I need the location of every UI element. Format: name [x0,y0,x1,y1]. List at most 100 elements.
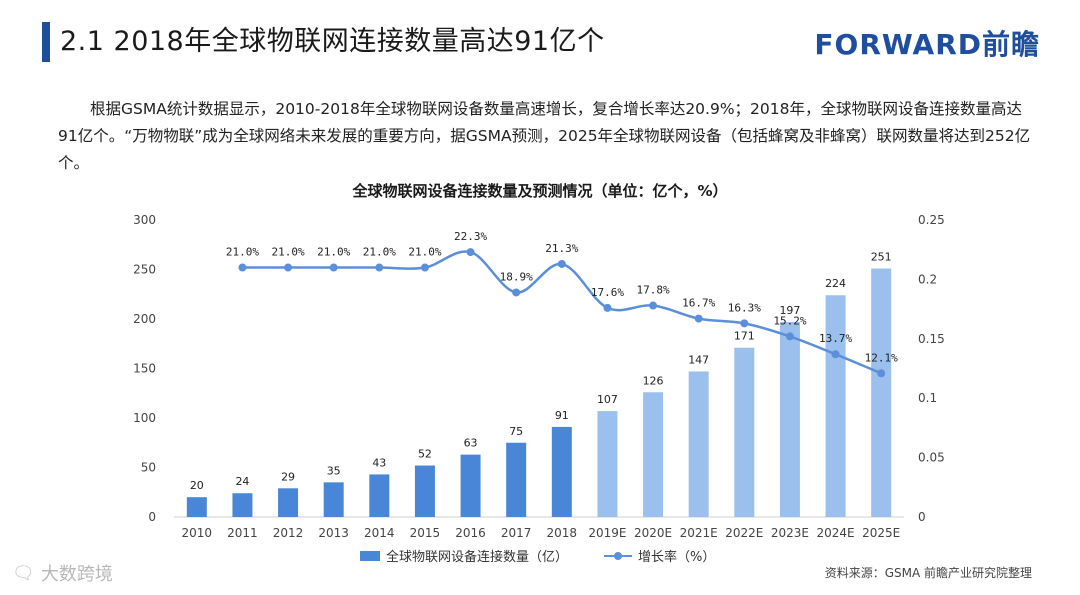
x-tick-label: 2010 [182,526,213,540]
growth-rate-point [649,301,658,310]
growth-rate-label: 21.0% [317,246,350,259]
growth-rate-label: 21.0% [226,246,259,259]
y-tick-label: 200 [133,312,156,326]
bar-value-label: 29 [281,470,295,483]
x-tick-label: 2019E [588,526,626,540]
growth-rate-point [785,332,794,341]
bar-value-label: 91 [555,409,569,422]
growth-rate-point [420,263,429,272]
legend-bar-label: 全球物联网设备连接数量（亿） [386,550,569,565]
x-tick-label: 2022E [725,526,763,540]
page-title: 2.1 2018年全球物联网连接数量高达91亿个 [60,26,605,57]
chat-bubble-icon: 🗨 [12,562,35,584]
growth-rate-label: 21.3% [545,242,578,255]
growth-rate-label: 21.0% [272,246,305,259]
growth-rate-point [329,263,338,272]
y-tick-label: 250 [133,263,156,277]
growth-rate-label: 18.9% [500,270,533,283]
growth-rate-label: 15.2% [773,314,806,327]
y2-tick-label: 0.25 [918,213,945,227]
bar-value-label: 20 [190,479,204,492]
bar-value-label: 107 [597,393,618,406]
watermark-text: 大数跨境 [40,564,113,585]
bar-value-label: 126 [643,374,664,387]
bar [323,482,344,517]
chart-title: 全球物联网设备连接数量及预测情况（单位：亿个，%） [352,182,728,200]
bar-value-label: 197 [779,304,800,317]
growth-rate-label: 17.8% [637,284,670,297]
x-tick-label: 2013 [318,526,349,540]
legend-line-label: 增长率（%） [638,550,716,565]
y2-tick-label: 0.05 [918,451,945,465]
legend-item-bars: 全球物联网设备连接数量（亿） [360,546,568,565]
y2-tick-label: 0 [918,510,926,524]
y-tick-label: 100 [133,411,156,425]
bar-value-label: 251 [871,251,892,264]
watermark: 🗨 大数跨境 [12,560,113,586]
bar-value-label: 75 [509,425,523,438]
bar-value-label: 35 [327,464,341,477]
y-tick-label: 50 [141,461,156,475]
x-tick-label: 2014 [364,526,395,540]
title-accent-bar [42,22,50,62]
bar [278,488,299,517]
legend-bar-swatch [360,550,380,561]
x-tick-label: 2025E [862,526,900,540]
growth-rate-point [466,248,475,257]
growth-rate-point [694,314,703,323]
bar-value-label: 52 [418,448,432,461]
growth-rate-point [375,263,384,272]
bar [643,392,664,517]
chart-legend: 全球物联网设备连接数量（亿） 增长率（%） [360,546,715,565]
growth-rate-point [557,259,566,268]
bar-value-label: 63 [464,437,478,450]
x-tick-label: 2016 [455,526,486,540]
x-tick-label: 2017 [501,526,532,540]
x-tick-label: 2020E [634,526,672,540]
x-tick-label: 2015 [410,526,441,540]
growth-rate-label: 21.0% [408,246,441,259]
x-tick-label: 2021E [680,526,718,540]
bar [186,497,207,517]
bar [414,465,435,517]
y2-tick-label: 0.2 [918,272,937,286]
bar [734,347,755,517]
x-tick-label: 2011 [227,526,258,540]
y-tick-label: 300 [133,213,156,227]
x-tick-label: 2018 [547,526,578,540]
bar [506,442,527,517]
y-tick-label: 0 [148,510,156,524]
growth-rate-label: 17.6% [591,286,624,299]
growth-rate-point [603,303,612,312]
intro-paragraph: 根据GSMA统计数据显示，2010-2018年全球物联网设备数量高速增长，复合增… [58,100,1031,172]
bar-value-label: 171 [734,330,755,343]
growth-rate-label: 21.0% [363,246,396,259]
bar [688,371,709,517]
brand-logo: FORWARD前瞻 [814,28,1040,61]
bar-value-label: 147 [688,353,709,366]
y2-tick-label: 0.15 [918,332,945,346]
bar-value-label: 24 [235,475,249,488]
y-tick-label: 150 [133,362,156,376]
legend-item-line: 增长率（%） [604,546,715,565]
growth-rate-point [877,369,886,378]
bar [825,295,846,517]
source-note: 资料来源：GSMA 前瞻产业研究院整理 [824,566,1032,580]
growth-rate-point [512,288,521,297]
x-tick-label: 2012 [273,526,304,540]
bar [871,268,892,517]
growth-rate-label: 16.7% [682,297,715,310]
x-tick-label: 2023E [771,526,809,540]
bar [597,411,618,517]
growth-rate-point [238,263,247,272]
bar [779,321,800,517]
growth-rate-label: 16.3% [728,301,761,314]
bar-value-label: 224 [825,277,846,290]
growth-rate-label: 12.1% [865,351,898,364]
y2-tick-label: 0.1 [918,391,937,405]
bar [232,493,253,517]
growth-rate-point [284,263,293,272]
growth-rate-label: 13.7% [819,332,852,345]
x-tick-label: 2024E [817,526,855,540]
